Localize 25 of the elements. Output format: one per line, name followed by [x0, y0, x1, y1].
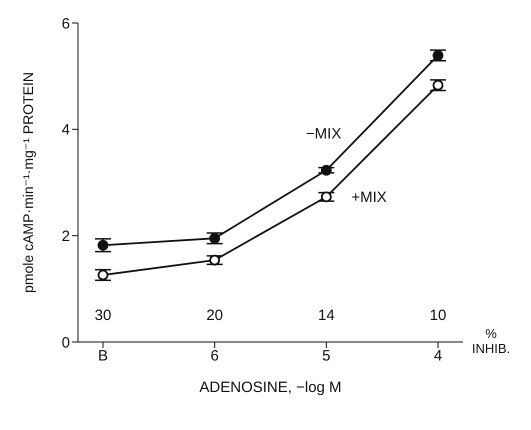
- series-label: −MIX: [306, 125, 342, 142]
- series-label: +MIX: [351, 188, 387, 206]
- point: [209, 232, 220, 244]
- annotation: 10: [428, 307, 448, 324]
- point: [98, 270, 108, 280]
- annotation: 14: [316, 307, 336, 324]
- annotation: 30: [94, 307, 112, 324]
- x-tick-label: B: [98, 348, 108, 365]
- point: [320, 191, 332, 202]
- point: [320, 164, 332, 176]
- point: [432, 50, 444, 61]
- text: % INHIB.: [470, 326, 512, 356]
- point: [98, 240, 108, 251]
- y-tick-label: 4: [62, 122, 70, 139]
- y-tick-label: 2: [62, 228, 70, 245]
- annotation: 20: [205, 307, 224, 324]
- y-axis-title: pmole cAMP·min⁻¹·mg⁻¹ PROTEIN: [20, 72, 36, 293]
- x-tick-label: 4: [434, 348, 442, 365]
- x-axis-title: ADENOSINE, −log M: [199, 379, 342, 396]
- point: [432, 80, 444, 91]
- y-tick-label: 6: [62, 15, 70, 32]
- x-tick-label: 6: [210, 348, 219, 365]
- x-tick-label: 5: [322, 348, 331, 365]
- y-tick-label: 0: [62, 334, 70, 352]
- point: [209, 254, 220, 266]
